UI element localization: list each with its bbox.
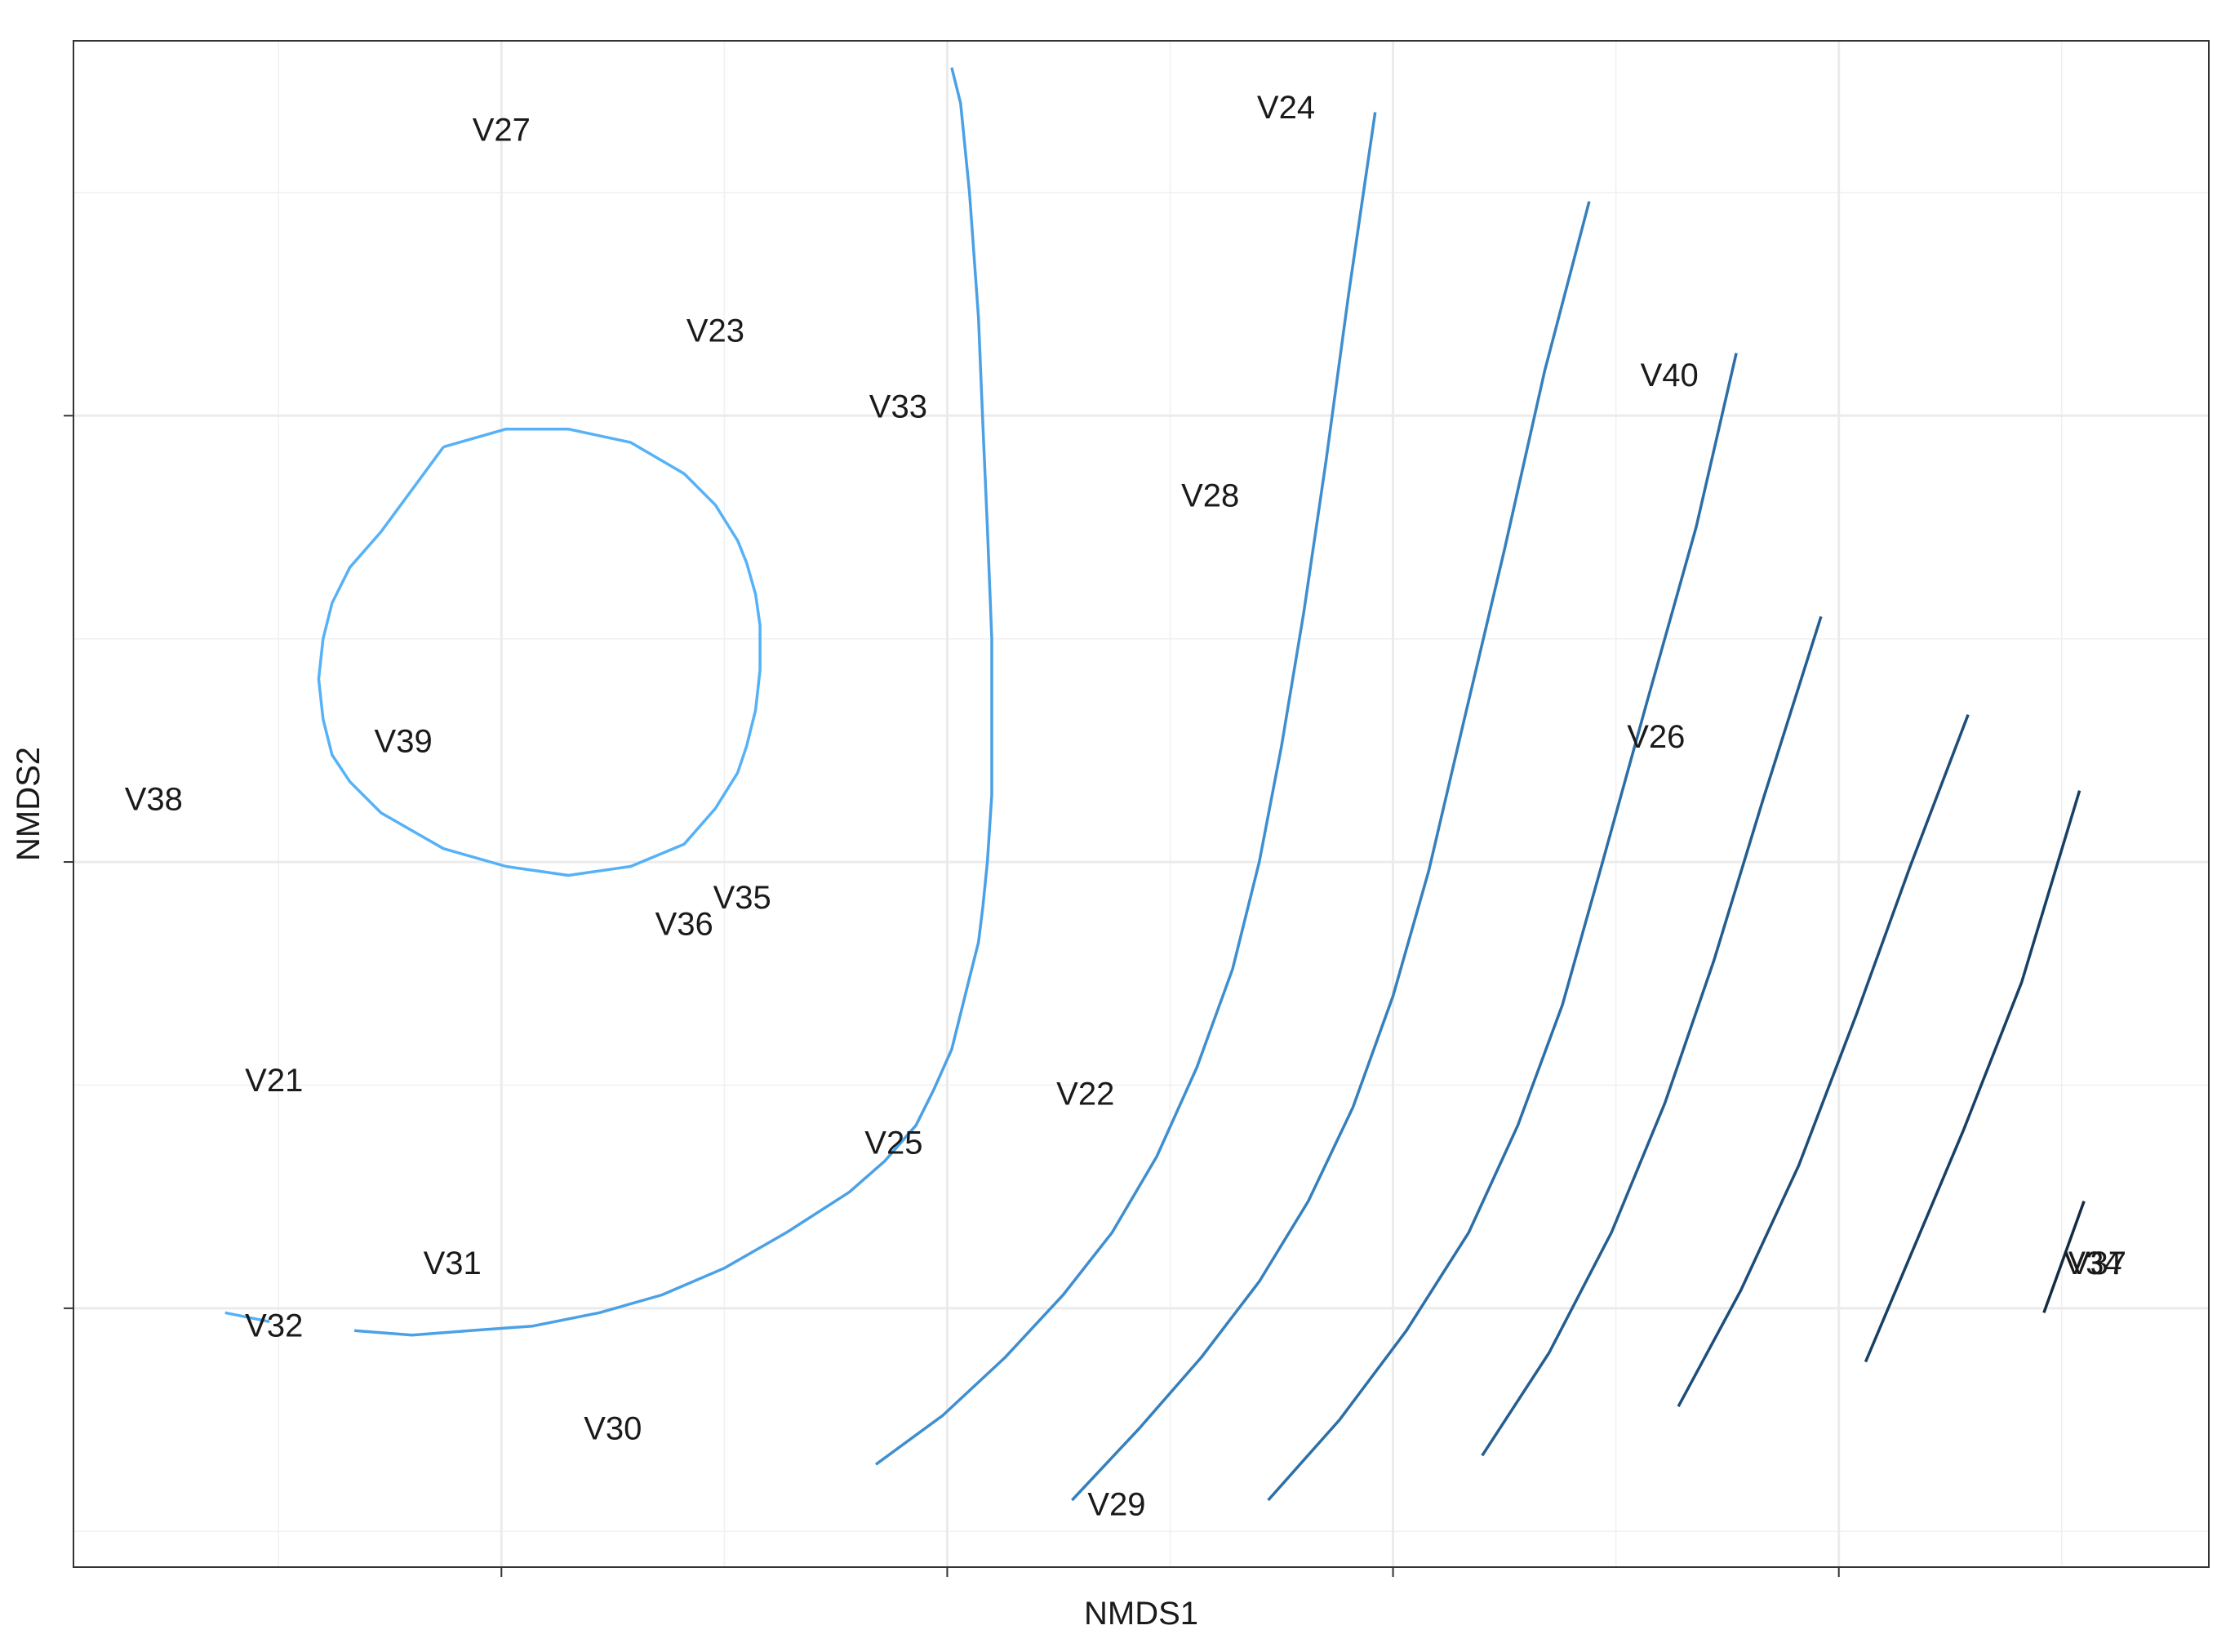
site-label-v26: V26 [1627, 719, 1685, 755]
contour-line-0 [317, 427, 762, 877]
x-axis-title: NMDS1 [1084, 1596, 1198, 1632]
site-label-v39: V39 [375, 723, 433, 759]
contour-line-6 [1481, 615, 1823, 1457]
contour-line-4 [1071, 201, 1591, 1502]
site-label-v32: V32 [245, 1308, 303, 1344]
contour-line-1 [224, 1311, 270, 1324]
contour-line-2 [353, 67, 993, 1337]
axis-ticks [64, 415, 1840, 1577]
site-label-v37: V37 [2068, 1246, 2126, 1281]
contour-line-9 [2042, 1201, 2086, 1313]
site-label-v21: V21 [245, 1063, 303, 1099]
site-label-v38: V38 [125, 782, 183, 818]
site-label-v35: V35 [713, 880, 771, 916]
site-label-v40: V40 [1641, 357, 1699, 393]
site-label-v31: V31 [424, 1246, 482, 1281]
site-label-v27: V27 [473, 112, 531, 148]
site-label-v24: V24 [1257, 90, 1315, 126]
site-label-v30: V30 [584, 1410, 642, 1446]
site-label-v23: V23 [686, 313, 744, 349]
site-label-v29: V29 [1087, 1486, 1145, 1522]
site-label-v33: V33 [869, 389, 927, 424]
site-label-v34: V34 [2064, 1246, 2121, 1281]
site-label-v22: V22 [1056, 1076, 1114, 1112]
y-axis-title: NMDS2 [11, 747, 47, 861]
site-label-v28: V28 [1181, 478, 1239, 514]
site-label-v25: V25 [864, 1126, 922, 1161]
panel-border [73, 40, 2210, 1568]
contour-line-3 [874, 112, 1377, 1466]
contour-line-5 [1267, 353, 1738, 1502]
major-grid [73, 41, 2209, 1567]
contour-line-7 [1677, 713, 1970, 1408]
site-label-v36: V36 [655, 907, 713, 943]
contour-lines [224, 67, 2086, 1502]
contour-line-8 [1864, 790, 2081, 1363]
minor-grid [73, 41, 2209, 1567]
